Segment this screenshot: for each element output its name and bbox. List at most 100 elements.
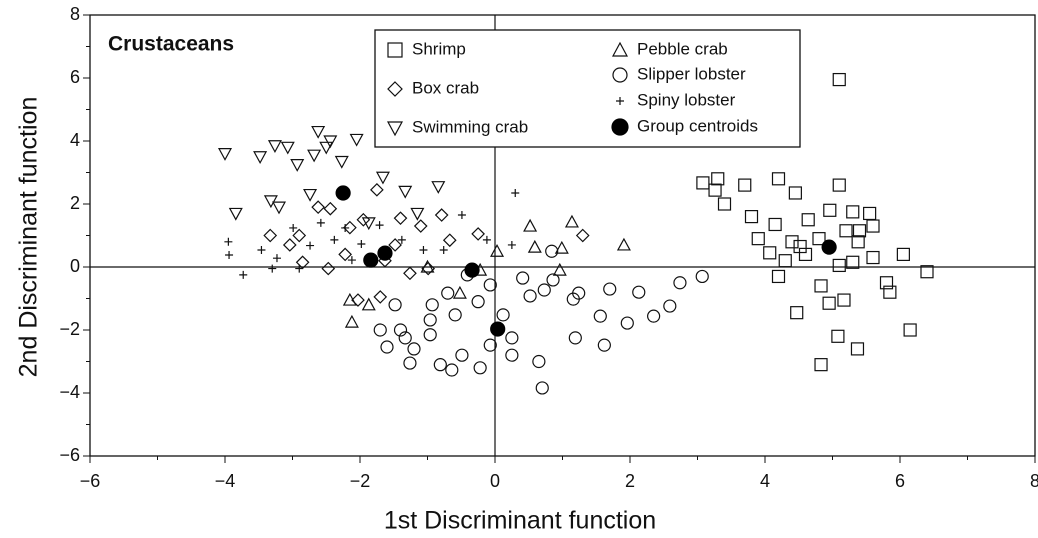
point [920,265,934,279]
point [282,238,297,252]
point [471,295,485,309]
point [850,342,865,356]
legend-label: Swimming crab [412,117,528,136]
point [846,255,860,269]
point [423,313,437,327]
x-tick-label: 8 [1030,471,1038,491]
point [334,155,349,169]
point [452,285,467,299]
point [673,276,687,290]
point [303,188,318,202]
legend-label: Pebble crab [637,39,728,58]
x-tick-label: −2 [350,471,371,491]
point [490,243,505,257]
point [217,148,233,161]
point [593,309,607,323]
point [523,218,538,232]
point [403,356,417,370]
point [361,217,376,231]
point [616,237,631,251]
point [319,141,334,155]
point [511,188,520,197]
point [439,245,448,254]
point [434,208,449,222]
point [812,232,826,246]
point [695,269,709,284]
point [738,178,752,192]
point [554,240,569,254]
point [788,186,802,200]
point [785,235,799,249]
point [361,297,376,311]
chart-annotation: Crustaceans [108,33,234,56]
point [431,181,446,194]
legend-marker [611,118,629,136]
legend-marker [387,42,403,58]
point [425,298,439,312]
point [263,228,278,243]
point [420,259,435,273]
y-tick-label: 2 [70,193,80,213]
point [771,172,786,186]
point [343,220,357,235]
x-tick-label: 2 [625,471,635,491]
legend-label: Spiny lobster [637,90,736,109]
point [866,250,880,265]
point [505,331,519,345]
y-tick-label: 4 [70,130,80,150]
point [814,279,828,293]
point [832,258,846,273]
x-tick-label: 6 [895,471,905,491]
point [225,251,234,260]
point [268,264,277,273]
point [423,328,437,342]
point [351,293,365,307]
point [344,314,359,328]
point [832,72,846,87]
legend-marker [386,121,404,137]
point [708,183,722,197]
x-tick-label: 4 [760,471,770,491]
point [535,381,549,395]
point [473,361,487,375]
point [490,321,506,337]
point [407,342,421,356]
point [471,227,485,241]
point [717,197,732,211]
point [546,273,560,287]
point [306,241,315,250]
legend-box [374,29,801,148]
y-tick-label: −6 [59,445,80,465]
point [763,246,777,260]
point [597,338,611,352]
point [564,214,579,228]
point [330,235,339,244]
point [413,219,428,233]
point [846,205,860,219]
point [572,286,586,300]
point [537,283,551,297]
point [482,235,491,244]
point [338,247,352,262]
point [290,159,305,172]
point [879,276,894,290]
point [419,245,428,254]
point [505,348,519,362]
point [903,323,917,337]
point [316,218,325,227]
point [410,207,425,221]
point [603,282,617,296]
point [851,235,865,249]
point [455,348,469,362]
point [575,228,590,243]
point [483,278,497,292]
y-tick-label: 0 [70,256,80,276]
point [341,223,350,232]
point [523,289,537,303]
point [323,201,338,216]
point [831,329,845,343]
point [253,151,268,165]
point [457,211,466,220]
point [393,323,408,337]
point [377,245,393,261]
